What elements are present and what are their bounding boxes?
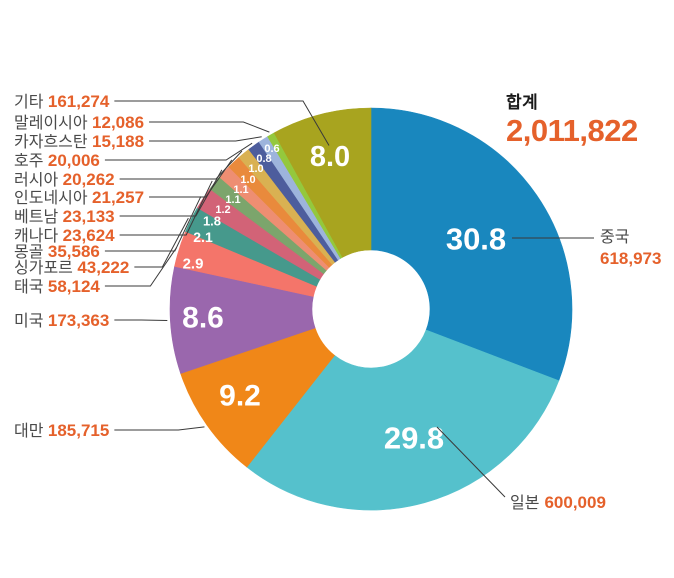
label-japan: 일본 600,009 (510, 489, 606, 513)
pct-label-taiwan: 9.2 (219, 380, 261, 413)
leader-taiwan (114, 426, 205, 431)
leader-thailand (104, 247, 177, 287)
leader-indonesia (149, 159, 233, 198)
leader-malaysia (149, 121, 270, 133)
slice-japan (246, 329, 560, 511)
label-mongolia: 몽골 35,586 (14, 242, 100, 261)
japan-name: 일본 (510, 495, 540, 512)
label-malaysia: 말레이시아 12,086 (14, 113, 144, 132)
leader-vietnam (119, 169, 223, 217)
label-others: 기타 161,274 (14, 92, 110, 111)
leader-australia (104, 142, 253, 161)
pct-label-singapore: 2.1 (193, 229, 213, 245)
total-label: 합계 (506, 93, 539, 112)
total-value: 2,011,822 (506, 112, 638, 148)
leader-singapore (134, 217, 189, 268)
pct-label-vietnam: 1.1 (225, 194, 240, 206)
pct-label-malaysia: 0.6 (264, 143, 279, 155)
china-name: 중국 (600, 229, 630, 246)
leader-mongolia (104, 196, 202, 252)
slice-others (273, 107, 372, 258)
leader-others (114, 100, 330, 146)
label-indonesia: 인도네시아 21,257 (14, 188, 144, 207)
pct-label-others: 8.0 (310, 141, 350, 173)
label-kazakhstan: 카자흐스탄 15,188 (14, 132, 144, 151)
label-thailand: 태국 58,124 (14, 277, 100, 296)
label-vietnam: 베트남 23,133 (14, 207, 115, 226)
label-usa: 미국 173,363 (14, 311, 109, 330)
pct-label-mongolia: 1.8 (203, 214, 221, 229)
japan-value: 600,009 (544, 493, 606, 512)
leader-kazakhstan (149, 136, 262, 142)
pct-label-russia: 1.0 (240, 174, 255, 186)
label-singapore: 싱가포르 43,222 (14, 258, 129, 277)
label-taiwan: 대만 185,715 (14, 421, 109, 440)
label-china: 중국 618,973 (600, 228, 661, 269)
label-canada: 캐나다 23,624 (14, 226, 115, 245)
label-australia: 호주 20,006 (14, 151, 100, 170)
pct-label-china: 30.8 (446, 222, 506, 257)
pct-label-japan: 29.8 (384, 421, 444, 456)
pct-label-australia: 1.0 (248, 163, 263, 175)
slice-usa (169, 266, 316, 374)
leader-canada (119, 180, 213, 236)
leader-russia (119, 150, 243, 180)
leader-usa (114, 319, 168, 322)
pct-label-canada: 1.2 (215, 204, 230, 216)
pct-label-thailand: 2.9 (183, 256, 204, 273)
pct-label-indonesia: 1.1 (233, 184, 248, 196)
slice-china (370, 107, 573, 382)
total-block: 합계 2,011,822 (506, 93, 638, 148)
pct-label-kazakhstan: 0.8 (256, 153, 271, 165)
label-russia: 러시아 20,262 (14, 170, 115, 189)
china-value: 618,973 (600, 249, 662, 268)
leader-japan (436, 426, 506, 498)
pct-label-usa: 8.6 (182, 302, 224, 335)
